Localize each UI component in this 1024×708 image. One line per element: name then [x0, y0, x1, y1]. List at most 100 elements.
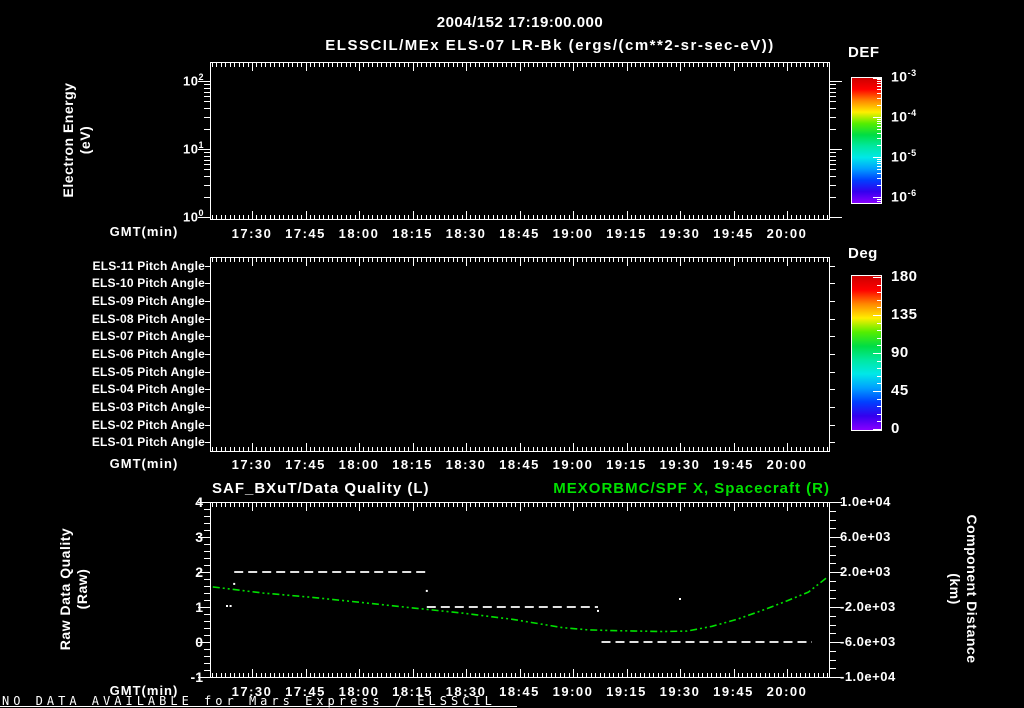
distance-ytick [830, 677, 842, 678]
time-tick-label: 19:15 [606, 457, 647, 472]
pitch-row-label: ELS-02 Pitch Angle [91, 418, 205, 432]
distance-ytick-minor [830, 546, 836, 547]
distance-ytick [830, 502, 842, 503]
time-tick-label: 19:30 [659, 457, 701, 472]
energy-ytick-minor [830, 101, 836, 102]
pitch-ytick [830, 425, 835, 426]
energy-ytick-minor [830, 129, 836, 130]
status-message: NO DATA AVAILABLE for Mars Express / ELS… [2, 694, 496, 708]
def-colorbar-title: DEF [848, 44, 880, 61]
time-tick-label: 18:30 [445, 226, 487, 241]
time-tick-label: 19:15 [606, 684, 647, 699]
time-tick-label: 19:00 [552, 684, 594, 699]
def-colorbar-tick-label: 10-5 [891, 148, 917, 165]
pitch-row-label: ELS-03 Pitch Angle [91, 400, 205, 414]
pitch-angle-panel [210, 257, 830, 452]
distance-axis-label-line2: (km) [947, 573, 963, 605]
time-tick-label: 18:15 [392, 457, 433, 472]
pitch-row-label: ELS-11 Pitch Angle [92, 259, 205, 273]
time-tick-label: 19:15 [606, 226, 647, 241]
stray-data-mark [229, 605, 232, 607]
quality-ytick-label: 3 [195, 529, 203, 545]
distance-ytick-label: -2.0e+03 [840, 599, 896, 614]
energy-spectrogram-panel [210, 62, 830, 220]
def-colorbar-tick-label: 10-3 [891, 68, 917, 85]
pitch-row-label: ELS-05 Pitch Angle [91, 365, 205, 379]
gmt-axis-label-panel2: GMT(min) [109, 456, 179, 471]
pitch-row-label: ELS-04 Pitch Angle [91, 382, 205, 396]
def-colorbar-tick-label: 10-6 [891, 188, 917, 205]
deg-colorbar-tick-label: 180 [891, 268, 918, 285]
time-tick-label: 19:00 [552, 457, 594, 472]
quality-ytick-label: 4 [195, 494, 203, 510]
distance-ytick [830, 537, 842, 538]
energy-ytick-minor [830, 156, 836, 157]
time-tick-label: 17:30 [231, 457, 273, 472]
time-tick-label: 19:45 [713, 684, 754, 699]
pitch-row-label: ELS-08 Pitch Angle [91, 312, 205, 326]
quality-ytick-label: 1 [195, 599, 203, 615]
energy-ytick-minor [830, 84, 836, 85]
energy-ytick-minor [830, 169, 836, 170]
energy-ytick-label: 100 [183, 208, 204, 225]
time-tick-label: 18:00 [338, 457, 380, 472]
distance-ytick [830, 642, 842, 643]
time-tick-label: 19:00 [552, 226, 594, 241]
quality-series-title: SAF_BXuT/Data Quality (L) [212, 480, 430, 497]
deg-colorbar-tick-label: 135 [891, 306, 918, 323]
stray-data-mark [425, 589, 428, 592]
pitch-ytick [830, 354, 835, 355]
deg-colorbar [851, 275, 882, 431]
energy-ytick-minor [830, 88, 836, 89]
energy-ytick-minor [830, 176, 836, 177]
energy-ytick-minor [830, 160, 836, 161]
distance-ytick-minor [830, 528, 836, 529]
datetime-title: 2004/152 17:19:00.000 [436, 14, 604, 31]
energy-ytick-minor [830, 117, 836, 118]
pitch-row-label: ELS-01 Pitch Angle [91, 435, 205, 449]
energy-axis-label-line2: (eV) [77, 125, 93, 155]
time-tick-label: 19:30 [659, 226, 701, 241]
energy-ytick [830, 149, 842, 150]
distance-ytick-label: 6.0e+03 [840, 529, 891, 544]
distance-ytick-minor [830, 555, 836, 556]
distance-ytick-minor [830, 625, 836, 626]
distance-ytick-label: 2.0e+03 [840, 564, 891, 579]
distance-ytick [830, 607, 842, 608]
distance-ytick-label: -6.0e+03 [840, 634, 896, 649]
spacecraft-distance-curve [212, 577, 827, 633]
stray-data-mark [679, 598, 681, 600]
time-tick-label: 19:30 [659, 684, 701, 699]
quality-axis-label: Raw Data Quality (Raw) [57, 479, 91, 699]
distance-ytick [830, 572, 842, 573]
distance-ytick-label: -1.0e+04 [840, 669, 896, 684]
time-tick-label: 20:00 [766, 684, 808, 699]
quality-ytick-label: 2 [195, 564, 203, 580]
pitch-ytick [830, 407, 835, 408]
pitch-ytick [830, 336, 835, 337]
time-tick-label: 19:45 [713, 226, 754, 241]
time-tick-label: 18:45 [499, 684, 540, 699]
quality-ytick [198, 537, 210, 538]
energy-ytick-minor [830, 152, 836, 153]
time-tick-label: 17:45 [285, 226, 326, 241]
quality-ytick [198, 572, 210, 573]
stray-data-mark [233, 582, 236, 585]
pitch-ytick [830, 389, 835, 390]
instrument-title: ELSSCIL/MEx ELS-07 LR-Bk (ergs/(cm**2-sr… [325, 37, 775, 54]
spacecraft-series-title: MEXORBMC/SPF X, Spacecraft (R) [553, 480, 830, 497]
pitch-row-label: ELS-06 Pitch Angle [91, 347, 205, 361]
quality-distance-plot [212, 571, 827, 643]
distance-ytick-minor [830, 511, 836, 512]
pitch-ytick [830, 319, 835, 320]
distance-ytick-minor [830, 598, 836, 599]
def-colorbar [851, 77, 882, 204]
time-tick-label: 18:15 [392, 226, 433, 241]
distance-ytick-label: 1.0e+04 [840, 494, 891, 509]
quality-ytick [198, 607, 210, 608]
pitch-ytick [830, 372, 835, 373]
pitch-row-label: ELS-09 Pitch Angle [91, 294, 205, 308]
stray-data-mark [226, 605, 228, 607]
distance-ytick-minor [830, 633, 836, 634]
